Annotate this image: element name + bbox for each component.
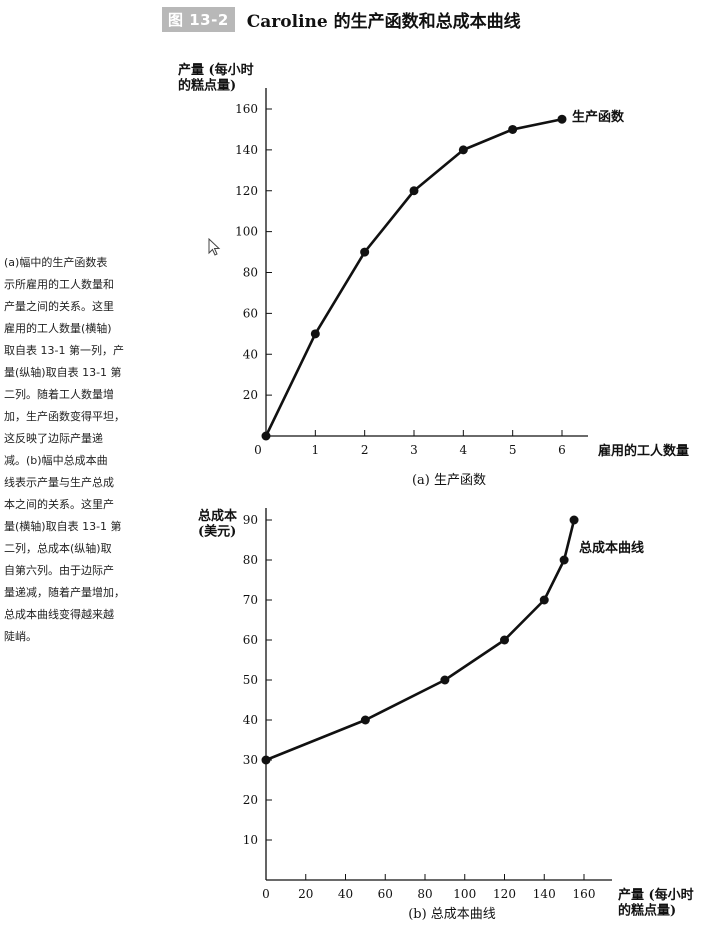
chartb-x-tick-label: 0	[262, 887, 270, 901]
charta-x-tick-label: 3	[410, 443, 418, 457]
chartb-data-point	[440, 675, 450, 685]
chartb-x-axis-label: 产量 (每小时的糕点量)	[618, 887, 694, 919]
chartb-y-tick-label: 30	[243, 753, 258, 767]
charta-y-tick-label: 120	[235, 184, 258, 198]
mouse-cursor-icon	[208, 238, 221, 256]
chartb-y-tick-label: 50	[243, 673, 258, 687]
charta-panel-label: (a) 生产函数	[412, 473, 486, 488]
chartb-data-point	[500, 635, 509, 645]
charta-y-tick-label: 100	[235, 225, 258, 239]
chartb-y-tick-label: 80	[243, 553, 258, 567]
chartb-series-line	[265, 519, 576, 762]
chartb-x-tick-label: 60	[378, 887, 393, 901]
charta-y-tick-label: 80	[243, 266, 258, 280]
charta-y-axis-label: 产量 (每小时的糕点量)	[178, 62, 254, 94]
chartb-x-tick-label: 80	[417, 887, 432, 901]
figure-tag: 图 13-2	[162, 6, 235, 32]
charta-data-point	[310, 329, 320, 339]
chartb-y-tick-label: 90	[243, 513, 258, 527]
charta-x-tick-label: 6	[558, 443, 566, 457]
charta-x-tick-label: 2	[361, 443, 369, 457]
charta-data-point	[557, 114, 567, 124]
chartb-panel-label: (b) 总成本曲线	[408, 907, 496, 922]
charta-x-axis-label: 雇用的工人数量	[598, 443, 689, 459]
figure-title: Caroline 的生产函数和总成本曲线	[246, 11, 521, 32]
chartb-y-tick-label: 10	[243, 833, 258, 847]
charta-series-label: 生产函数	[572, 109, 625, 125]
chartb-y-axis-label: 总成本(美元)	[198, 508, 237, 540]
chartb-x-tick-label: 120	[493, 887, 516, 901]
chartb-data-point	[559, 555, 569, 565]
chartb-y-tick-label: 60	[243, 633, 258, 647]
chartb-y-tick-label: 70	[243, 593, 258, 607]
figure-header: 图 13-2 Caroline 的生产函数和总成本曲线	[162, 6, 521, 32]
charta-data-point	[360, 247, 370, 257]
chartb-series-label: 总成本曲线	[579, 540, 644, 556]
chartb-data-point	[569, 515, 579, 525]
charta-x-tick-label: 1	[312, 443, 320, 457]
charta-x-tick-label: 4	[460, 443, 468, 457]
charta-y-tick-label: 20	[243, 388, 258, 402]
charta-data-point	[261, 431, 271, 441]
charta-data-point	[458, 145, 468, 155]
chartb-data-point	[539, 595, 549, 605]
figure-caption: (a)幅中的生产函数表 示所雇用的工人数量和 产量之间的关系。这里 雇用的工人数…	[4, 256, 125, 643]
charta-y-tick-label: 160	[235, 102, 258, 116]
charta-x-tick-label: 5	[509, 443, 517, 457]
chartb-data-point	[261, 755, 271, 765]
charta-series-line	[264, 117, 563, 437]
chartb-x-tick-label: 140	[533, 887, 556, 901]
chartb-x-tick-label: 40	[338, 887, 353, 901]
charta-x-tick-label: 0	[254, 443, 262, 457]
charta-y-tick-label: 40	[243, 347, 258, 361]
chartb-data-point	[360, 715, 370, 725]
chartb-x-tick-label: 20	[298, 887, 313, 901]
chartb-y-tick-label: 40	[243, 713, 258, 727]
chartb-x-tick-label: 160	[573, 887, 596, 901]
chartb-x-tick-label: 100	[453, 887, 476, 901]
charta-data-point	[409, 186, 419, 196]
chartb-y-tick-label: 20	[243, 793, 258, 807]
charta-data-point	[508, 124, 518, 134]
charta-y-tick-label: 140	[235, 143, 258, 157]
charta-y-tick-label: 60	[243, 306, 258, 320]
